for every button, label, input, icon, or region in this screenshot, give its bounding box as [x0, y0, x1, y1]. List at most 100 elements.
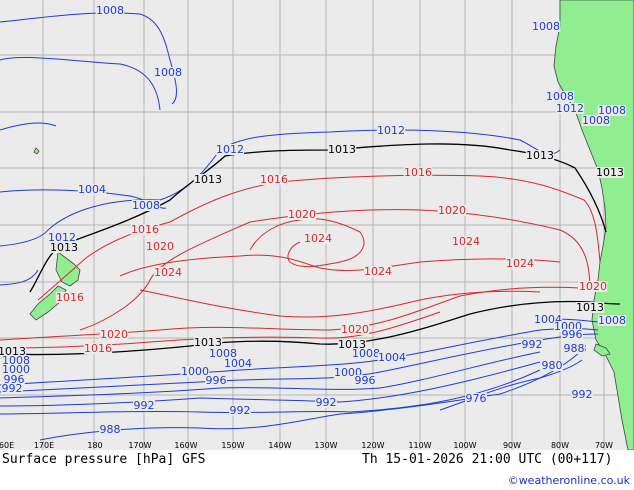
- isobar-label-bg: [205, 375, 227, 386]
- isobar-label-bg: [1, 383, 23, 394]
- isobar-label: 1008: [96, 4, 124, 17]
- isobar-label: 976: [466, 392, 487, 405]
- isobar-label: 1013: [194, 336, 222, 349]
- isobar-label: 1008: [598, 104, 626, 117]
- lon-tick-label: 160W: [174, 441, 197, 450]
- isobar-label-bg: [553, 321, 583, 332]
- isobar-label: 1024: [154, 266, 182, 279]
- isobar-label: 1008: [209, 347, 237, 360]
- isobar-label-bg: [99, 424, 121, 435]
- map-canvas: 160E 170E 180 170W 160W 150W 140W 130W 120W 110W 1…: [0, 0, 634, 450]
- isobar-label-bg: [133, 400, 155, 411]
- isobar-label-bg: [597, 105, 627, 116]
- lon-tick-label: 130W: [314, 441, 337, 450]
- isobar-label: 1013: [596, 166, 624, 179]
- isobar-label: 1020: [146, 240, 174, 253]
- isobar-label-bg: [223, 358, 253, 369]
- new-zealand-north-island: [55, 251, 81, 287]
- isobar-label: 1008: [546, 90, 574, 103]
- lon-tick-label: 170E: [34, 441, 54, 450]
- isobar-label-bg: [303, 233, 333, 244]
- isobars-1013: [0, 143, 621, 356]
- isobar-label-bg: [376, 125, 406, 136]
- map-title: Surface pressure [hPa] GFS: [2, 452, 206, 467]
- isobar-label-bg: [578, 281, 608, 292]
- isobar-label-bg: [533, 314, 563, 325]
- isobar-label-bg: [363, 266, 393, 277]
- isobar-label: 1020: [579, 280, 607, 293]
- isobar-label: 988: [100, 423, 121, 436]
- isobar-label-bg: [208, 348, 238, 359]
- isobar-label-bg: [3, 374, 25, 385]
- pressure-map: 160E 170E 180 170W 160W 150W 140W 130W 120W 110W 1…: [0, 0, 634, 450]
- lon-tick-label: 100W: [453, 441, 476, 450]
- lon-tick-label: 140W: [268, 441, 291, 450]
- isobar-label-bg: [337, 339, 367, 350]
- isobar-label: 1013: [50, 241, 78, 254]
- isobar-label-bg: [505, 258, 535, 269]
- isobar-label: 992: [316, 396, 337, 409]
- isobar-label: 1004: [378, 351, 406, 364]
- isobar-label-bg: [340, 324, 370, 335]
- isobar-label: 1012: [556, 102, 584, 115]
- isobar-label-bg: [563, 343, 585, 354]
- isobar-label: 1013: [328, 143, 356, 156]
- isobar-label: 1013: [338, 338, 366, 351]
- tierra-del-fuego: [593, 343, 611, 357]
- lon-tick-label: 160E: [0, 441, 14, 450]
- isobar-label: 996: [562, 328, 583, 341]
- pacific-island: [33, 147, 40, 155]
- isobar-label-bg: [451, 236, 481, 247]
- isobar-labels: 1008100810081008101210081004100810121012…: [0, 4, 627, 436]
- isobar-label-bg: [77, 184, 107, 195]
- isobar-label-bg: [55, 292, 85, 303]
- isobar-label-bg: [525, 150, 555, 161]
- credit-link[interactable]: ©weatheronline.co.uk: [507, 474, 630, 487]
- isobar-label: 1004: [78, 183, 106, 196]
- isobar-label-bg: [83, 343, 113, 354]
- longitude-ticks: 160E 170E 180 170W 160W 150W 140W 130W 120W 110W 1…: [0, 441, 613, 450]
- isobar-label-bg: [571, 389, 593, 400]
- isobar-label: 1013: [0, 345, 26, 358]
- isobar-label: 992: [230, 404, 251, 417]
- isobar-label: 1020: [288, 208, 316, 221]
- isobar-label-bg: [575, 302, 605, 313]
- isobar-label: 980: [542, 359, 563, 372]
- isobar-label: 1013: [194, 173, 222, 186]
- isobar-label: 1020: [100, 328, 128, 341]
- isobar-label: 1000: [181, 365, 209, 378]
- lon-tick-label: 180: [87, 441, 102, 450]
- isobar-label: 1008: [582, 114, 610, 127]
- isobar-label: 1012: [377, 124, 405, 137]
- isobar-label: 992: [2, 382, 23, 395]
- isobar-label-bg: [0, 346, 27, 357]
- isobar-label-bg: [521, 339, 543, 350]
- isobar-label: 1016: [404, 166, 432, 179]
- isobar-label: 996: [206, 374, 227, 387]
- isobar-label-bg: [131, 200, 161, 211]
- isobar-label-bg: [555, 103, 585, 114]
- valid-time: Th 15-01-2026 21:00 UTC (00+117): [362, 452, 613, 467]
- isobar-label-bg: [153, 67, 183, 78]
- isobar-label: 992: [572, 388, 593, 401]
- isobar-label-bg: [595, 167, 625, 178]
- isobar-label: 1020: [341, 323, 369, 336]
- isobar-label: 1012: [216, 143, 244, 156]
- isobar-label-bg: [354, 375, 376, 386]
- isobar-label: 1016: [84, 342, 112, 355]
- isobar-label: 1000: [2, 363, 30, 376]
- isobar-label: 1016: [260, 173, 288, 186]
- isobar-label: 996: [4, 373, 25, 386]
- lon-tick-label: 120W: [361, 441, 384, 450]
- isobar-label-bg: [193, 174, 223, 185]
- isobar-label-bg: [1, 355, 31, 366]
- isobar-label-bg: [259, 174, 289, 185]
- isobar-label-bg: [99, 329, 129, 340]
- isobar-label-bg: [465, 393, 487, 404]
- isobar-label-bg: [180, 366, 210, 377]
- isobar-label: 1008: [598, 314, 626, 327]
- isobar-label: 1004: [224, 357, 252, 370]
- isobar-label-bg: [287, 209, 317, 220]
- isobars-high: [0, 174, 601, 349]
- isobar-label: 1012: [48, 231, 76, 244]
